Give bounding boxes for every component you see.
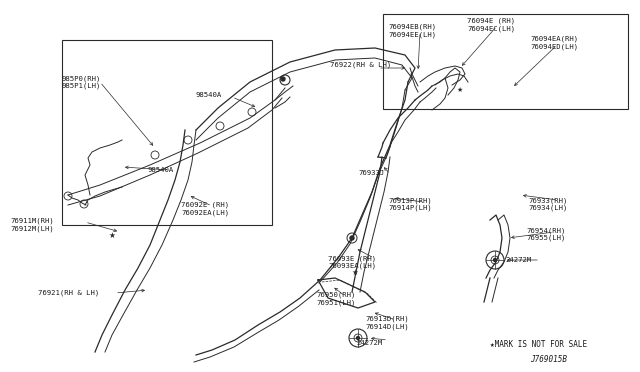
Text: 76921(RH & LH): 76921(RH & LH) [38, 290, 99, 296]
Bar [383, 14, 628, 109]
Text: ★: ★ [457, 87, 463, 93]
Text: 98540A: 98540A [195, 92, 221, 98]
Text: 985P0(RH)
985P1(LH): 985P0(RH) 985P1(LH) [62, 75, 101, 89]
Text: 76093E (RH)
76093EA(LH): 76093E (RH) 76093EA(LH) [328, 255, 376, 269]
Circle shape [493, 259, 497, 262]
Text: 98540A: 98540A [148, 167, 174, 173]
Circle shape [281, 77, 285, 81]
Text: 76094EA(RH)
76094ED(LH): 76094EA(RH) 76094ED(LH) [530, 36, 578, 50]
Bar [62, 40, 272, 225]
Text: 76954(RH)
76955(LH): 76954(RH) 76955(LH) [526, 227, 565, 241]
Text: 76913P(RH)
76914P(LH): 76913P(RH) 76914P(LH) [388, 197, 432, 211]
Text: 76933J: 76933J [358, 170, 384, 176]
Text: 76933(RH)
76934(LH): 76933(RH) 76934(LH) [528, 197, 568, 211]
Text: 76922(RH & LH): 76922(RH & LH) [330, 62, 391, 68]
Circle shape [350, 236, 354, 240]
Text: ★: ★ [351, 267, 358, 276]
Circle shape [356, 337, 360, 340]
Text: ★: ★ [109, 231, 115, 240]
Text: 76913D(RH)
76914D(LH): 76913D(RH) 76914D(LH) [365, 316, 409, 330]
Text: 24272M: 24272M [356, 340, 382, 346]
Text: 76950(RH)
76951(LH): 76950(RH) 76951(LH) [316, 292, 355, 306]
Text: 76094E (RH)
76094EC(LH): 76094E (RH) 76094EC(LH) [467, 18, 515, 32]
Text: J769015B: J769015B [530, 355, 567, 364]
Text: 76094EB(RH)
76094EE(LH): 76094EB(RH) 76094EE(LH) [388, 24, 436, 38]
Text: 24272M: 24272M [505, 257, 531, 263]
Text: 76911M(RH)
76912M(LH): 76911M(RH) 76912M(LH) [10, 218, 54, 232]
Text: ★MARK IS NOT FOR SALE: ★MARK IS NOT FOR SALE [490, 340, 587, 349]
Text: 76092E (RH)
76092EA(LH): 76092E (RH) 76092EA(LH) [181, 202, 229, 216]
